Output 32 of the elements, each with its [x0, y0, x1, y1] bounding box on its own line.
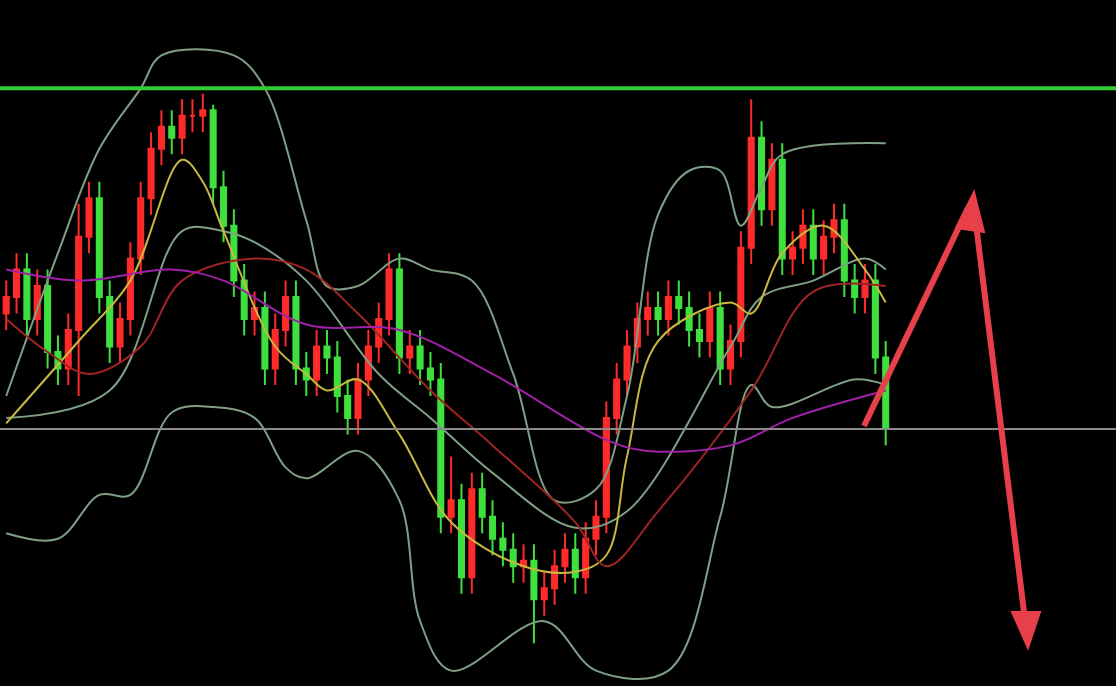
- candlestick: [664, 279, 672, 337]
- candlestick: [188, 98, 196, 134]
- candlestick: [778, 142, 786, 277]
- candlestick: [571, 532, 579, 595]
- candlestick: [178, 98, 186, 156]
- candlestick: [726, 323, 735, 386]
- candlestick: [520, 543, 528, 584]
- candlestick: [737, 230, 745, 359]
- candlestick: [447, 455, 455, 535]
- candlestick: [509, 532, 517, 584]
- candlestick: [747, 98, 755, 266]
- candlestick: [251, 290, 259, 337]
- candlestick: [457, 482, 466, 595]
- candlestick: [406, 329, 414, 375]
- candlestick: [199, 92, 207, 134]
- candlestick: [168, 109, 176, 156]
- candlestick: [313, 329, 321, 397]
- candlestick: [261, 290, 269, 386]
- candlestick: [530, 543, 538, 645]
- candlestick: [758, 120, 766, 227]
- candlestick: [809, 208, 817, 277]
- candlestick: [675, 279, 683, 326]
- candlestick: [861, 263, 869, 315]
- candlestick: [23, 252, 31, 337]
- candlestick: [706, 290, 714, 359]
- candlestick: [654, 290, 662, 337]
- candlestick: [468, 471, 476, 595]
- candlestick: [292, 279, 300, 386]
- candlestick: [385, 252, 393, 337]
- candlestick: [395, 252, 403, 375]
- candlestick: [768, 142, 776, 227]
- candlestick: [716, 290, 724, 386]
